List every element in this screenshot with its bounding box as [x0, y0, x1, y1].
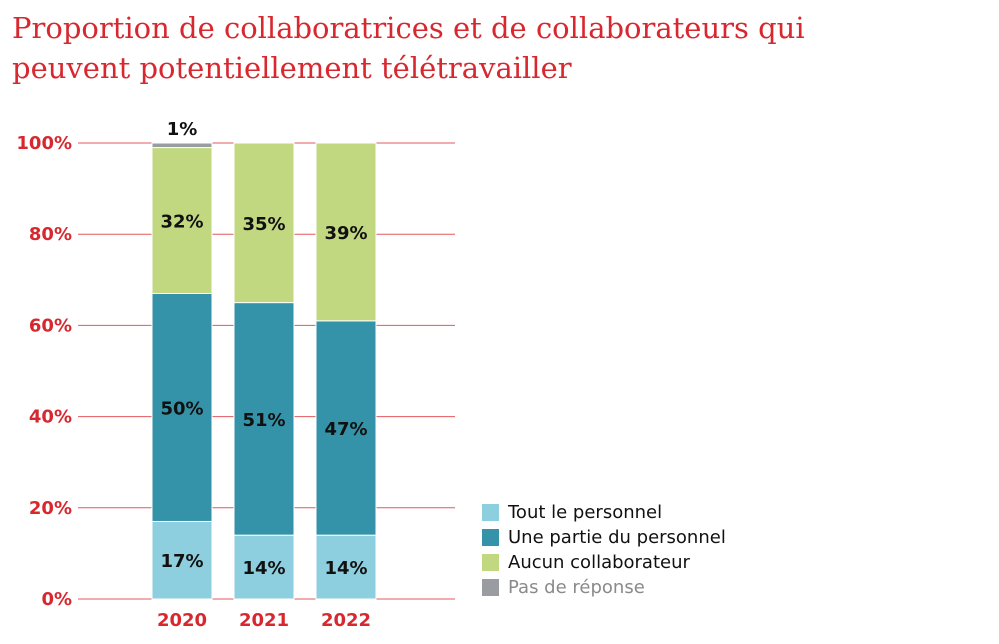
legend-item: Une partie du personnel: [482, 525, 726, 550]
bar-segment: [151, 147, 213, 294]
bar-segment: [233, 142, 295, 304]
bars: [151, 142, 377, 600]
y-tick-label: 80%: [29, 224, 72, 245]
x-category-label: 2021: [239, 610, 289, 631]
data-label: 47%: [324, 419, 367, 440]
legend-swatch: [482, 504, 499, 521]
bar-segment: [315, 534, 377, 600]
y-tick-label: 40%: [29, 407, 72, 428]
legend-swatch: [482, 579, 499, 596]
bar-segment: [151, 520, 213, 600]
data-label: 35%: [242, 214, 285, 235]
legend-swatch: [482, 529, 499, 546]
data-label: 17%: [160, 551, 203, 572]
bar-segment: [151, 292, 213, 522]
data-label: 14%: [324, 558, 367, 579]
legend-label: Tout le personnel: [508, 502, 663, 523]
x-category-label: 2020: [157, 610, 207, 631]
x-category-label: 2022: [321, 610, 371, 631]
data-label: 1%: [167, 119, 198, 140]
legend-label: Pas de réponse: [508, 577, 645, 598]
data-label: 14%: [242, 558, 285, 579]
data-label: 32%: [160, 212, 203, 233]
bar-segment: [151, 142, 213, 149]
data-labels: 17% 50% 32% 1% 14% 51% 35% 14% 47% 39%: [160, 119, 367, 579]
data-label: 51%: [242, 410, 285, 431]
bar-segment: [233, 534, 295, 600]
legend-item: Pas de réponse: [482, 575, 726, 600]
legend-item: Tout le personnel: [482, 500, 726, 525]
legend-label: Aucun collaborateur: [508, 552, 690, 573]
bar-segment: [315, 320, 377, 536]
legend-item: Aucun collaborateur: [482, 550, 726, 575]
y-axis-ticks: 0% 20% 40% 60% 80% 100%: [16, 133, 72, 610]
y-tick-label: 60%: [29, 315, 72, 336]
chart-title: Proportion de collaboratrices et de coll…: [12, 11, 805, 85]
data-label: 39%: [324, 223, 367, 244]
data-label: 50%: [160, 398, 203, 419]
bar-segment: [315, 142, 377, 322]
legend-label: Une partie du personnel: [508, 527, 726, 548]
y-tick-label: 100%: [16, 133, 72, 154]
y-tick-label: 0%: [41, 589, 72, 610]
legend-swatch: [482, 554, 499, 571]
x-axis-categories: 2020 2021 2022: [157, 610, 371, 631]
legend: Tout le personnel Une partie du personnel…: [482, 500, 726, 600]
y-tick-label: 20%: [29, 498, 72, 519]
